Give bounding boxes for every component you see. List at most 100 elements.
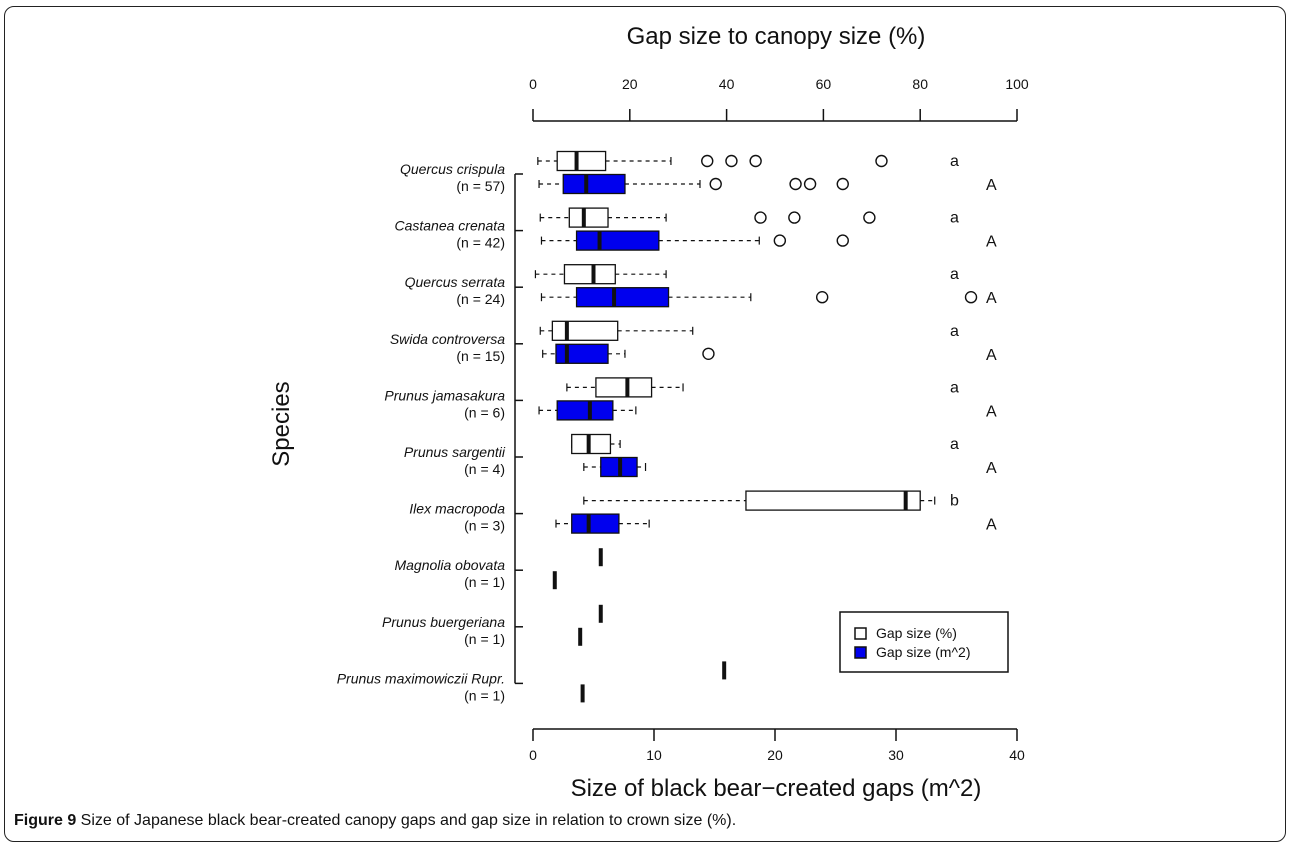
species-name-label: Swida controversa <box>390 331 505 347</box>
species-count-label: (n = 1) <box>464 574 505 590</box>
significance-letter-m2: A <box>986 517 997 534</box>
box-pct <box>539 207 876 228</box>
box-m2 <box>538 400 637 421</box>
iqr-box <box>556 400 614 421</box>
significance-letter-m2: A <box>986 347 997 364</box>
box-pct <box>583 490 936 511</box>
iqr-box <box>551 320 619 341</box>
outlier-point <box>803 177 817 191</box>
top-axis-tick-label: 0 <box>529 76 537 92</box>
outlier-point <box>702 347 715 360</box>
box-m2 <box>540 287 978 308</box>
box-pct <box>571 433 621 455</box>
species-name-label: Quercus crispula <box>400 161 505 177</box>
significance-letter-m2: A <box>986 460 997 477</box>
species-count-label: (n = 1) <box>464 631 505 647</box>
top-axis-tick-label: 20 <box>622 76 638 92</box>
outlier-point <box>788 211 801 224</box>
significance-letter-m2: A <box>986 290 997 307</box>
species-name-label: Quercus serrata <box>405 274 506 290</box>
significance-letter-m2: A <box>986 234 997 251</box>
iqr-box <box>575 230 660 251</box>
iqr-box <box>595 377 653 398</box>
species-count-label: (n = 3) <box>464 518 505 534</box>
top-axis-tick-label: 80 <box>912 76 928 92</box>
outlier-point <box>725 154 738 168</box>
iqr-box <box>745 490 921 511</box>
outlier-point <box>789 177 802 191</box>
significance-letter-pct: a <box>950 379 959 396</box>
legend-box <box>839 611 1009 673</box>
significance-letter-m2: A <box>986 177 997 194</box>
species-count-label: (n = 1) <box>464 687 505 703</box>
figure-caption: Figure 9 Size of Japanese black bear-cre… <box>14 812 736 830</box>
bottom-axis-tick-label: 0 <box>529 747 537 763</box>
outlier-point <box>875 154 888 168</box>
box-pct <box>537 150 888 172</box>
plot-area <box>534 150 978 703</box>
species-name-label: Castanea crenata <box>394 218 505 234</box>
bottom-axis-tick-label: 40 <box>1009 747 1025 763</box>
outlier-point <box>773 234 787 247</box>
box-m2 <box>583 456 647 478</box>
species-count-label: (n = 57) <box>456 178 505 194</box>
outlier-point <box>749 154 762 168</box>
species-count-label: (n = 42) <box>456 235 505 251</box>
significance-letter-pct: b <box>950 493 959 510</box>
caption-label: Figure 9 <box>14 812 77 829</box>
species-name-label: Ilex macropoda <box>409 501 505 517</box>
figure-frame <box>4 6 1286 842</box>
iqr-box <box>562 173 626 195</box>
outlier-point <box>701 154 714 168</box>
bottom-axis-tick-label: 10 <box>646 747 662 763</box>
top-axis-tick-label: 40 <box>719 76 735 92</box>
iqr-box <box>563 264 616 285</box>
bottom-axis-tick-label: 20 <box>767 747 783 763</box>
top-axis-tick-label: 100 <box>1005 76 1029 92</box>
significance-letter-pct: a <box>950 210 959 227</box>
iqr-box <box>571 433 612 455</box>
iqr-box <box>571 513 620 534</box>
outlier-point <box>836 234 849 247</box>
outlier-point <box>836 177 849 191</box>
iqr-box <box>568 207 609 228</box>
significance-letter-pct: a <box>950 436 959 453</box>
box-m2 <box>540 230 849 251</box>
legend-swatch-m2 <box>854 646 867 659</box>
iqr-box <box>575 287 670 308</box>
box-m2 <box>538 173 849 195</box>
outlier-point <box>709 177 722 191</box>
significance-letter-pct: a <box>950 266 959 283</box>
iqr-box <box>556 150 607 172</box>
outlier-point <box>754 211 767 224</box>
top-axis-title: Gap size to canopy size (%) <box>627 23 926 50</box>
species-name-label: Magnolia obovata <box>394 557 505 573</box>
legend-label-pct: Gap size (%) <box>876 625 957 641</box>
species-count-label: (n = 24) <box>456 291 505 307</box>
significance-letter-pct: a <box>950 323 959 340</box>
species-name-label: Prunus jamasakura <box>384 387 505 403</box>
box-m2 <box>542 343 715 364</box>
significance-letter-m2: A <box>986 403 997 420</box>
caption-text: Size of Japanese black bear-created cano… <box>76 812 737 829</box>
y-axis-title: Species <box>268 381 295 466</box>
outlier-point <box>815 291 829 304</box>
outlier-point <box>964 291 978 304</box>
species-count-label: (n = 15) <box>456 348 505 364</box>
box-pct <box>534 264 667 285</box>
bottom-axis-title: Size of black bear−created gaps (m^2) <box>571 775 982 802</box>
legend: Gap size (%) Gap size (m^2) <box>839 611 1009 673</box>
species-count-label: (n = 4) <box>464 461 505 477</box>
significance-letter-pct: a <box>950 153 959 170</box>
legend-swatch-pct <box>854 627 867 640</box>
iqr-box <box>555 343 609 364</box>
box-pct <box>566 377 684 398</box>
outlier-point <box>863 211 876 224</box>
species-count-label: (n = 6) <box>464 404 505 420</box>
bottom-axis-tick-label: 30 <box>888 747 904 763</box>
top-axis-tick-label: 60 <box>816 76 832 92</box>
species-name-label: Prunus buergeriana <box>382 614 505 630</box>
species-name-label: Prunus sargentii <box>404 444 506 460</box>
